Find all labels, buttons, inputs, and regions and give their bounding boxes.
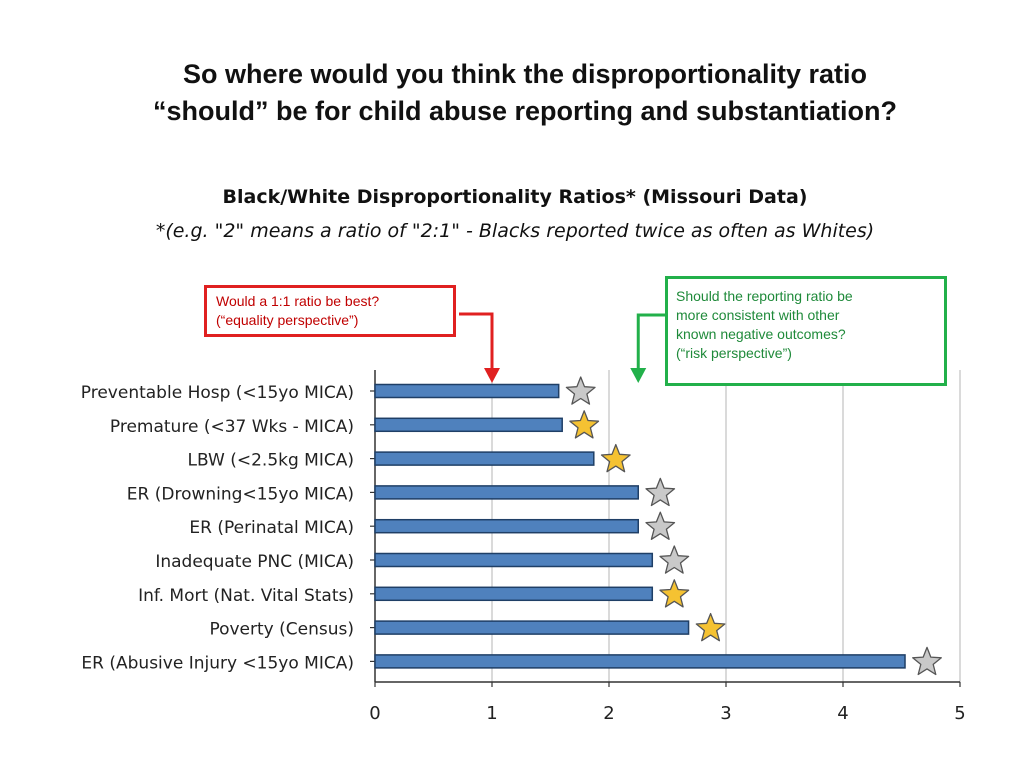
category-label: Premature (<37 Wks - MICA) — [110, 417, 354, 437]
category-label: ER (Abusive Injury <15yo MICA) — [81, 653, 354, 673]
x-tick-label: 2 — [603, 703, 614, 724]
chart-subtitle: *(e.g. "2" means a ratio of "2:1" - Blac… — [155, 220, 875, 242]
slide-title: So where would you think the disproporti… — [60, 56, 990, 130]
bar — [374, 383, 560, 399]
chart-title: Black/White Disproportionality Ratios* (… — [222, 186, 808, 208]
gold-star-icon — [695, 612, 726, 642]
gray-star-icon — [565, 376, 596, 405]
bar — [374, 552, 654, 568]
category-label: LBW (<2.5kg MICA) — [187, 451, 354, 471]
x-tick-label: 0 — [369, 703, 380, 724]
slide-title-line-2: “should” be for child abuse reporting an… — [152, 96, 898, 126]
x-tick-label: 3 — [720, 703, 731, 724]
x-tick-label: 5 — [954, 703, 965, 724]
bar — [374, 451, 595, 466]
equality-callout-line-2: (“equality perspective”) — [216, 312, 359, 328]
category-label: Poverty (Census) — [209, 620, 354, 640]
equality-callout-line-1: Would a 1:1 ratio be best? — [216, 293, 380, 309]
category-label: Inadequate PNC (MICA) — [155, 552, 354, 572]
risk-callout: Should the reporting ratio be more consi… — [665, 276, 947, 386]
risk-callout-line-3: known negative outcomes? — [676, 326, 846, 342]
equality-connector-line — [459, 312, 494, 370]
risk-connector-line — [636, 313, 665, 370]
gold-star-icon — [600, 443, 631, 473]
gray-star-icon — [912, 646, 942, 676]
slide-title-line-1: So where would you think the disproporti… — [182, 59, 868, 89]
bar — [374, 620, 690, 635]
gray-star-icon — [645, 511, 676, 540]
risk-arrowhead-icon — [630, 368, 647, 383]
gray-star-icon — [659, 545, 690, 574]
gold-star-icon — [569, 410, 600, 439]
bar — [374, 586, 654, 602]
risk-callout-line-4: (“risk perspective”) — [676, 345, 792, 361]
equality-arrowhead-icon — [484, 368, 500, 383]
bar — [374, 518, 639, 534]
equality-callout: Would a 1:1 ratio be best? (“equality pe… — [204, 285, 456, 337]
risk-callout-line-2: more consistent with other — [676, 307, 840, 323]
bar — [374, 654, 906, 669]
x-tick-label: 1 — [486, 703, 497, 724]
category-label: Inf. Mort (Nat. Vital Stats) — [138, 586, 354, 606]
bar — [374, 417, 563, 433]
gold-star-icon — [659, 579, 690, 608]
category-label: ER (Perinatal MICA) — [189, 518, 354, 538]
bar — [374, 485, 639, 500]
x-tick-label: 4 — [837, 703, 848, 724]
risk-callout-line-1: Should the reporting ratio be — [676, 288, 853, 304]
category-label: Preventable Hosp (<15yo MICA) — [81, 383, 354, 403]
category-label: ER (Drowning<15yo MICA) — [127, 484, 354, 504]
gray-star-icon — [645, 477, 676, 507]
